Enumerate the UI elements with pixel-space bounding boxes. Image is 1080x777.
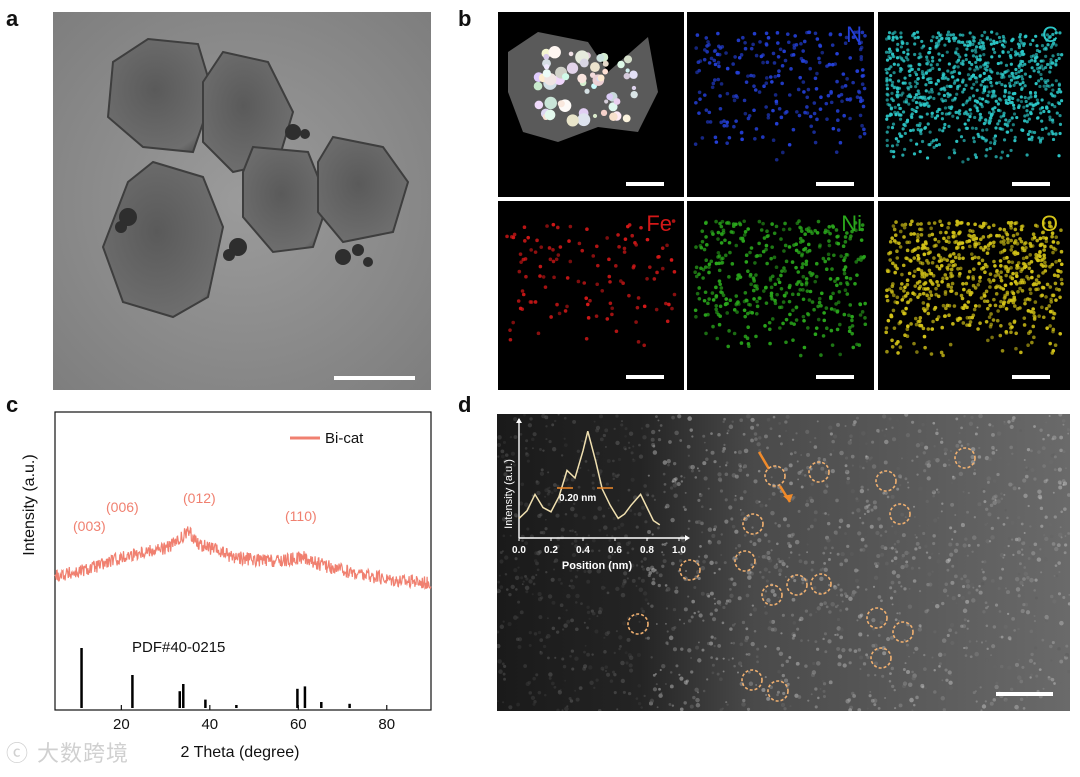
element-map-dots: N	[693, 22, 867, 186]
haadf-svg: Intensity (a.u.) Position (nm) 0.20 nm 0…	[497, 414, 1070, 711]
tem-image	[53, 12, 431, 390]
atom-marker-circle	[764, 465, 786, 487]
panel-label-a: a	[6, 6, 19, 31]
atom-marker-circle	[889, 503, 911, 525]
element-label: Ni	[841, 211, 862, 236]
map-scale-bar	[816, 182, 854, 186]
haadf-image: Intensity (a.u.) Position (nm) 0.20 nm 0…	[497, 414, 1070, 711]
atom-marker-circle	[892, 621, 914, 643]
inset-x-axis-label: Position (nm)	[562, 560, 633, 572]
inset-x-tick-label: 0.6	[608, 545, 622, 556]
element-map: N	[687, 12, 874, 197]
atom-marker-circle	[761, 584, 783, 606]
inset-y-axis-label: Intensity (a.u.)	[503, 459, 515, 529]
x-tick-label: 40	[201, 716, 218, 733]
x-tick-label: 80	[378, 716, 395, 733]
map-scale-bar	[1012, 375, 1050, 379]
inset-profile-line	[518, 431, 661, 526]
peak-label: (006)	[106, 499, 139, 515]
xrd-series-line	[54, 526, 432, 590]
atom-marker-circle	[870, 647, 892, 669]
haadf-overview-map	[498, 12, 684, 197]
atom-marker-circle	[954, 447, 976, 469]
atom-marker-circle	[767, 680, 789, 702]
xrd-chart: Intensity (a.u.) 2 Theta (degree) PDF#40…	[0, 400, 450, 772]
atom-marker-circle	[786, 574, 808, 596]
element-map-dots	[508, 32, 664, 186]
x-tick-label: 20	[113, 716, 130, 733]
xrd-x-axis-label: 2 Theta (degree)	[181, 744, 300, 761]
watermark-logo: ⓒ 大数跨境	[6, 736, 129, 768]
map-scale-bar	[1012, 182, 1050, 186]
atom-marker-circle	[734, 550, 756, 572]
element-map-dots: C	[884, 22, 1064, 186]
element-map-dots: Ni	[693, 211, 868, 379]
atom-marker-circle	[741, 669, 763, 691]
xrd-y-axis-label: Intensity (a.u.)	[21, 454, 38, 555]
element-label: Fe	[646, 211, 672, 236]
atom-marker-circle	[866, 607, 888, 629]
inset-x-tick-label: 0.2	[544, 545, 558, 556]
element-map-dots: Fe	[505, 211, 677, 379]
element-map: C	[878, 12, 1070, 197]
tem-scale-bar	[334, 376, 415, 380]
inset-x-tick-label: 0.8	[640, 545, 654, 556]
haadf-scale-bar	[996, 692, 1053, 696]
reference-card-label: PDF#40-0215	[132, 639, 225, 656]
inset-x-tick-label: 1.0	[672, 545, 686, 556]
inset-x-tick-label: 0.4	[576, 545, 590, 556]
tem-particles	[53, 12, 431, 390]
element-map-dots: O	[884, 211, 1064, 379]
atom-marker-circle	[875, 470, 897, 492]
map-scale-bar	[626, 375, 664, 379]
legend-entry: Bi-cat	[325, 430, 364, 447]
element-map: O	[878, 201, 1070, 390]
wechat-icon: ⓒ	[6, 742, 30, 767]
inset-x-tick-label: 0.0	[512, 545, 526, 556]
peak-label: (012)	[183, 490, 216, 506]
element-label: O	[1041, 211, 1058, 236]
peak-label: (003)	[73, 518, 106, 534]
panel-label-c: c	[6, 392, 19, 417]
inset-spacing-label: 0.20 nm	[559, 493, 596, 504]
x-tick-label: 60	[290, 716, 307, 733]
xrd-svg: Intensity (a.u.) 2 Theta (degree) PDF#40…	[21, 411, 432, 761]
atom-marker-circle	[679, 559, 701, 581]
orange-arrow	[757, 451, 771, 470]
atom-marker-circle	[742, 513, 764, 535]
element-map: Ni	[687, 201, 874, 390]
atom-marker-circle	[810, 573, 832, 595]
map-scale-bar	[626, 182, 664, 186]
atom-marker-circle	[627, 613, 649, 635]
watermark-text: 大数跨境	[37, 742, 130, 767]
map-scale-bar	[816, 375, 854, 379]
element-label: N	[846, 22, 862, 47]
atom-marker-circle	[808, 461, 830, 483]
panel-label-d: d	[458, 392, 472, 417]
element-label: C	[1042, 22, 1058, 47]
panel-label-b: b	[458, 6, 472, 31]
element-map: Fe	[498, 201, 684, 390]
xrd-frame	[54, 411, 432, 711]
peak-label: (110)	[285, 508, 317, 524]
